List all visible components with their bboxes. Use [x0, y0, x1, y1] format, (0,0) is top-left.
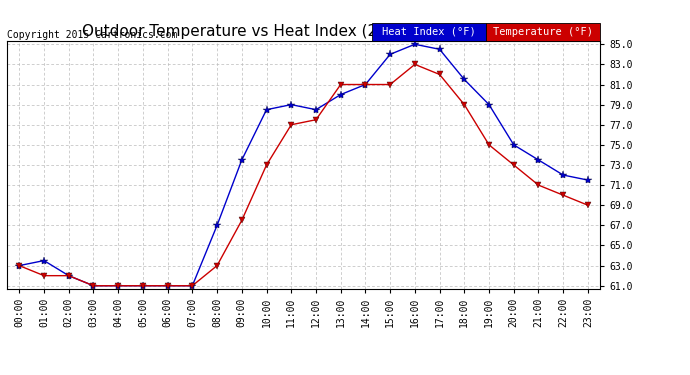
FancyBboxPatch shape	[486, 23, 600, 41]
Title: Outdoor Temperature vs Heat Index (24 Hours) 20150831: Outdoor Temperature vs Heat Index (24 Ho…	[82, 24, 525, 39]
Text: Copyright 2015 Cartronics.com: Copyright 2015 Cartronics.com	[7, 30, 177, 40]
Text: Heat Index (°F): Heat Index (°F)	[382, 27, 475, 37]
Text: Temperature (°F): Temperature (°F)	[493, 27, 593, 37]
FancyBboxPatch shape	[372, 23, 486, 41]
